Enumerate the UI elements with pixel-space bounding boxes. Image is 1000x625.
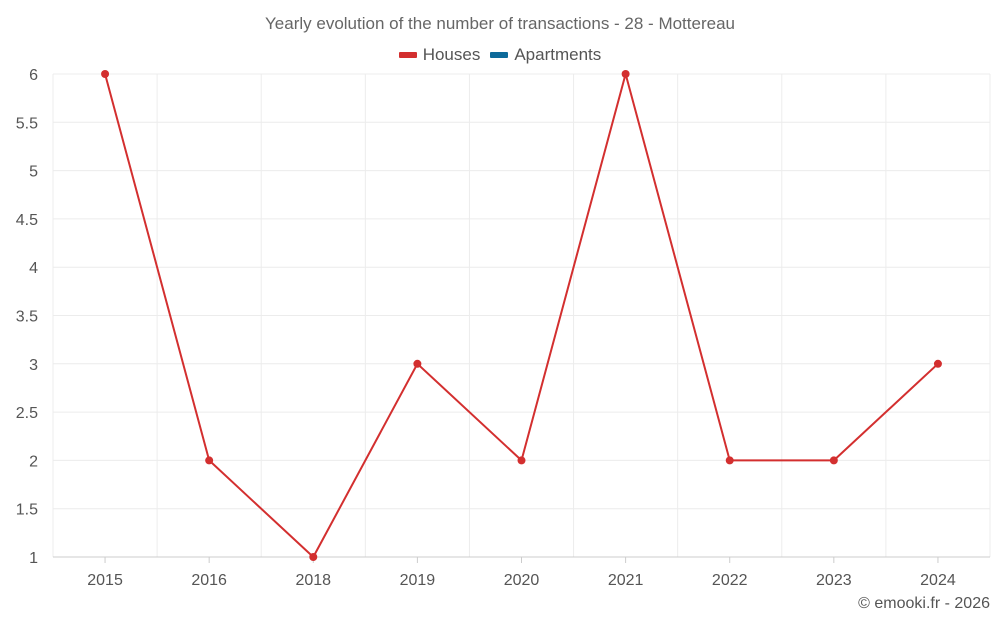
data-point-0-1	[205, 456, 214, 465]
data-point-0-8	[933, 359, 942, 368]
legend-item-houses[interactable]: Houses	[398, 45, 481, 65]
data-point-0-5	[621, 70, 630, 78]
data-point-0-0	[101, 70, 110, 78]
data-point-0-7	[829, 456, 838, 465]
y-tick-label-6: 4	[29, 260, 38, 277]
data-point-0-4	[517, 456, 526, 465]
legend-swatch-houses	[398, 52, 417, 58]
chart-title: Yearly evolution of the number of transa…	[265, 14, 735, 33]
x-tick-label-2: 2018	[295, 572, 331, 589]
x-tick-label-6: 2022	[712, 572, 748, 589]
y-tick-label-7: 4.5	[16, 212, 38, 229]
y-tick-label-8: 5	[29, 164, 38, 181]
data-point-0-6	[725, 456, 734, 465]
legend-label-apartments: Apartments	[514, 45, 602, 64]
y-tick-label-1: 1.5	[16, 502, 38, 519]
x-tick-label-7: 2023	[816, 572, 852, 589]
x-tick-label-5: 2021	[608, 572, 644, 589]
y-tick-label-3: 2.5	[16, 405, 38, 422]
legend-label-houses: Houses	[422, 45, 481, 64]
y-tick-label-0: 1	[29, 550, 38, 567]
y-tick-label-10: 6	[29, 67, 38, 84]
x-tick-label-1: 2016	[191, 572, 227, 589]
legend-item-apartments[interactable]: Apartments	[490, 45, 601, 65]
y-tick-label-9: 5.5	[16, 115, 38, 132]
y-tick-label-4: 3	[29, 357, 38, 374]
x-tick-label-8: 2024	[920, 572, 956, 589]
data-point-0-2	[309, 553, 318, 561]
y-tick-label-5: 3.5	[16, 309, 38, 326]
x-tick-label-3: 2019	[400, 572, 436, 589]
x-tick-label-4: 2020	[504, 572, 540, 589]
legend-swatch-apartments	[490, 52, 509, 58]
legend: Houses Apartments	[0, 45, 1000, 65]
data-point-0-3	[413, 359, 422, 368]
x-tick-label-0: 2015	[87, 572, 123, 589]
credit-text: © emooki.fr - 2026	[858, 595, 990, 612]
y-tick-label-2: 2	[29, 453, 38, 470]
